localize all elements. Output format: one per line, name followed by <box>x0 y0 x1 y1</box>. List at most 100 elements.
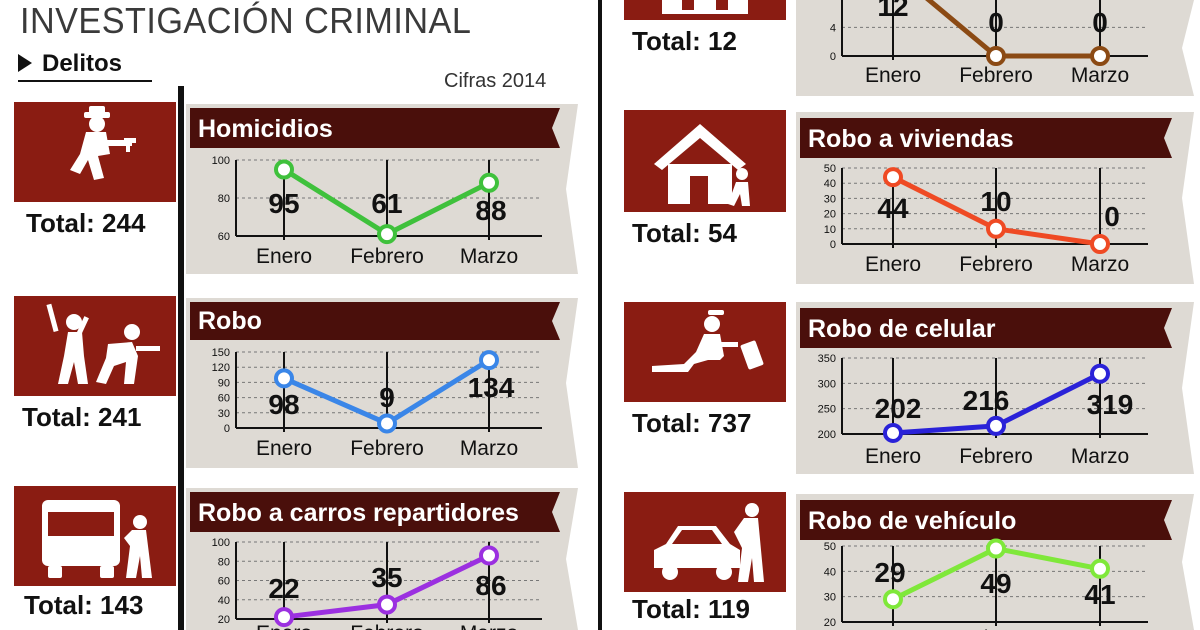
data-point <box>1090 363 1110 384</box>
y-tick-label: 40 <box>824 566 836 578</box>
total-robo: Total: 241 <box>22 402 142 432</box>
data-label: 319 <box>1087 389 1134 420</box>
y-tick-label: 30 <box>218 408 230 420</box>
chart-celular: Robo de celular 200 250 300 350 Enero Febrero M… <box>796 302 1194 474</box>
panel-header <box>190 492 560 532</box>
y-tick-label: 50 <box>824 541 836 553</box>
x-tick-label: Marzo <box>460 437 518 460</box>
section-label: Delitos <box>42 50 123 77</box>
data-point <box>274 159 294 180</box>
y-tick-label: 0 <box>224 423 230 435</box>
robbery-icon-box <box>14 296 176 396</box>
data-label: 0 <box>1104 201 1120 232</box>
data-point <box>986 218 1006 239</box>
data-point <box>377 224 397 245</box>
y-tick-label: 60 <box>218 393 230 405</box>
page-title: INVESTIGACIÓN CRIMINAL <box>20 0 472 41</box>
data-label: 95 <box>268 188 299 219</box>
panel-header <box>800 308 1172 348</box>
y-tick-label: 40 <box>824 178 836 190</box>
data-label: 9 <box>379 382 395 413</box>
y-tick-label: 0 <box>830 51 836 63</box>
total-celular: Total: 737 <box>632 408 752 438</box>
house-burglary-icon <box>654 124 750 206</box>
total-homicidios: Total: 244 <box>26 208 146 238</box>
y-tick-label: 60 <box>218 576 230 588</box>
y-tick-label: 40 <box>218 595 230 607</box>
x-tick-label: Febrero <box>350 437 424 460</box>
data-point <box>479 172 499 193</box>
y-tick-label: 20 <box>824 209 836 221</box>
chart-vehiculo: Robo de vehículo 20 30 40 50 Enero Febrero Marz… <box>796 494 1194 630</box>
y-tick-label: 80 <box>218 193 230 205</box>
data-label: 44 <box>877 193 909 224</box>
x-tick-label: Febrero <box>959 627 1033 630</box>
x-tick-label: Febrero <box>959 445 1033 468</box>
y-tick-label: 4 <box>830 22 836 34</box>
data-label: 22 <box>268 573 299 604</box>
house-icon-box <box>624 110 786 212</box>
data-label: 35 <box>371 562 402 593</box>
data-label: 49 <box>980 568 1011 599</box>
x-tick-label: Enero <box>865 445 921 468</box>
phone-icon-box <box>624 302 786 402</box>
data-point <box>883 422 903 443</box>
x-tick-label: Marzo <box>1071 64 1129 87</box>
x-tick-label: Febrero <box>350 245 424 268</box>
data-label: 12 <box>877 0 908 22</box>
panel-header <box>190 302 560 340</box>
total-vehiculo: Total: 119 <box>632 594 751 624</box>
chart-title: Robo a viviendas <box>808 125 1014 153</box>
y-tick-label: 200 <box>818 429 836 441</box>
car-icon-box <box>624 492 786 592</box>
y-tick-label: 60 <box>218 231 230 243</box>
chart-title: Robo a carros repartidores <box>198 499 519 527</box>
x-tick-label: Enero <box>256 437 312 460</box>
x-tick-label: Febrero <box>959 64 1033 87</box>
data-point <box>377 594 397 615</box>
total-viviendas: Total: 54 <box>632 218 737 248</box>
delivery-truck-icon <box>42 500 152 578</box>
x-tick-label: Marzo <box>1071 445 1129 468</box>
data-point <box>986 415 1006 436</box>
y-tick-label: 20 <box>218 614 230 626</box>
x-tick-label: Marzo <box>1071 627 1129 630</box>
x-tick-label: Febrero <box>959 253 1033 276</box>
car-theft-icon <box>654 503 764 582</box>
x-tick-label: Marzo <box>460 622 518 630</box>
top-icon-box <box>624 0 786 20</box>
chart-title: Robo de celular <box>808 315 996 343</box>
data-label: 98 <box>268 389 299 420</box>
data-label: 61 <box>371 188 402 219</box>
y-tick-label: 0 <box>830 239 836 251</box>
chart-viviendas: Robo a viviendas 0 10 20 30 40 50 Enero Febrero M… <box>796 112 1194 284</box>
chart-pre: 0 4 Enero Febrero Marzo 12 0 0 <box>796 0 1194 96</box>
y-tick-label: 80 <box>218 556 230 568</box>
data-label: 0 <box>1092 7 1108 38</box>
panel-header <box>190 108 560 148</box>
year-note: Cifras 2014 <box>444 70 547 92</box>
chart-title: Robo de vehículo <box>808 507 1016 535</box>
data-point <box>1090 234 1110 254</box>
triangle-right-icon <box>18 54 32 72</box>
panel-header <box>800 118 1172 158</box>
x-tick-label: Marzo <box>1071 253 1129 276</box>
y-tick-label: 30 <box>824 193 836 205</box>
x-tick-label: Febrero <box>350 622 424 630</box>
y-tick-label: 250 <box>818 404 836 416</box>
x-tick-label: Enero <box>865 64 921 87</box>
phone-theft-icon <box>652 310 764 372</box>
data-label: 29 <box>874 557 905 588</box>
running-gunman-icon <box>70 106 136 180</box>
data-label: 41 <box>1084 579 1115 610</box>
homicide-icon-box <box>14 102 176 202</box>
data-label: 134 <box>468 372 515 403</box>
y-tick-label: 20 <box>824 617 836 629</box>
data-label: 202 <box>875 393 922 424</box>
y-tick-label: 90 <box>218 377 230 389</box>
total-pre: Total: 12 <box>632 26 737 56</box>
data-point <box>1090 46 1110 66</box>
chart-carros: Robo a carros repartidores20406080100Ene… <box>186 488 578 630</box>
mugging-icon <box>46 303 160 384</box>
data-label: 88 <box>475 195 506 226</box>
